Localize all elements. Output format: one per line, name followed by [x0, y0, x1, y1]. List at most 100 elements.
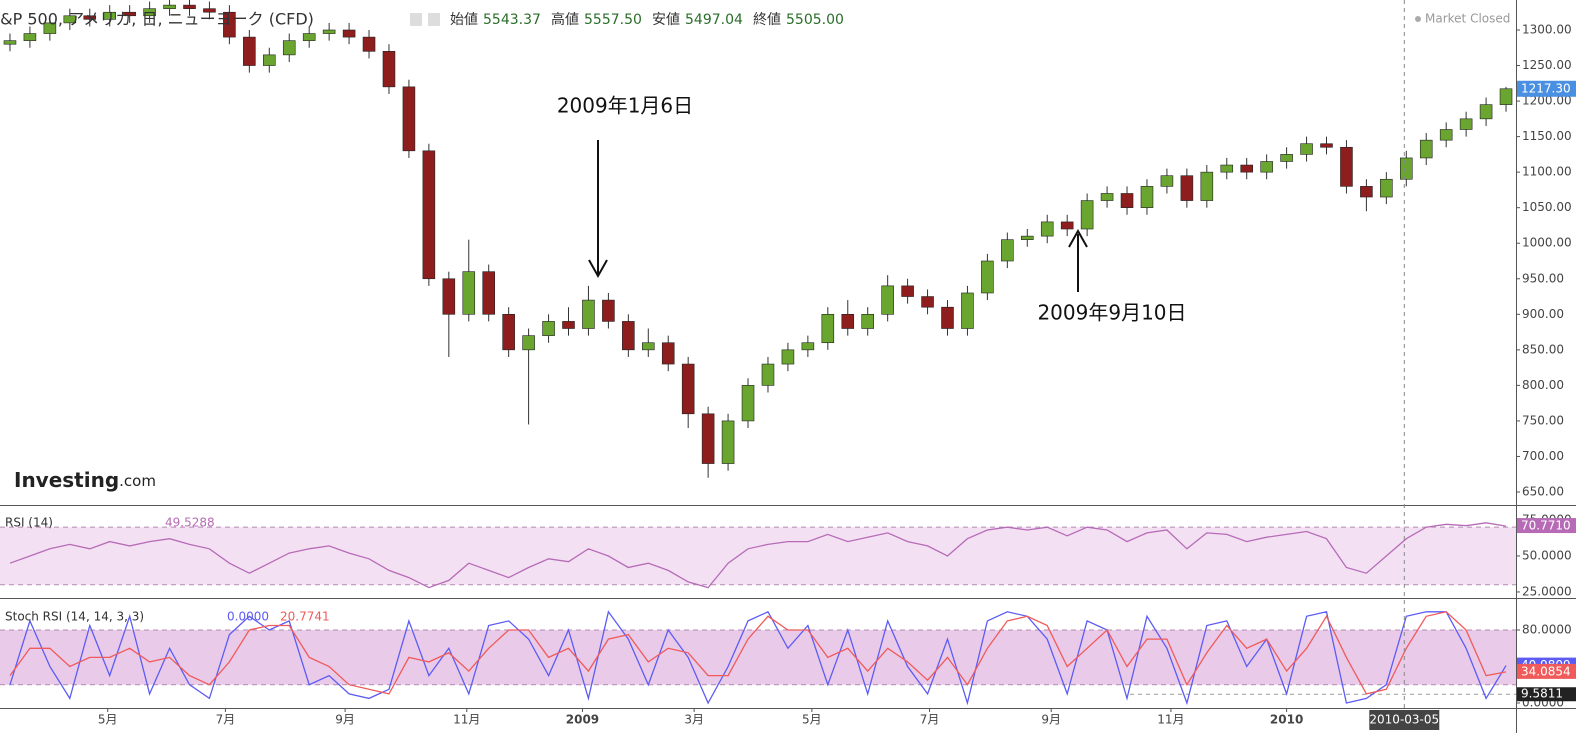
candle-body [1260, 161, 1273, 173]
candle-body [1400, 157, 1413, 180]
logo-main: Investing [14, 468, 119, 492]
candle-body [382, 51, 396, 88]
readouts: 始値 5543.37 高値 5557.50 安値 5497.04 終値 5505.00 [450, 11, 844, 28]
candle-body [183, 4, 196, 9]
annotation: 2009年1月6日 [557, 94, 693, 118]
last-value-label: 70.7710 [1521, 519, 1571, 533]
y-tick-label: 650.00 [1522, 484, 1564, 498]
candle-body [681, 363, 695, 415]
y-tick-label: 1150.00 [1522, 129, 1572, 143]
y-tick-label: 50.0000 [1522, 548, 1572, 562]
candle-body [3, 40, 17, 45]
candle-body [1320, 143, 1333, 148]
candle-body [901, 285, 914, 297]
y-tick-label: 80.0000 [1522, 623, 1572, 637]
candle-body [482, 271, 495, 315]
y-tick-label: 950.00 [1522, 271, 1564, 285]
candle-body [582, 299, 595, 329]
candle-body [841, 314, 855, 329]
logo: Investing.com [14, 468, 156, 492]
readout-label: 高値 [551, 11, 579, 28]
candle-body [322, 29, 336, 34]
candle-body [941, 306, 954, 329]
pane-title: Stoch RSI (14, 14, 3, 3) [5, 610, 144, 624]
candle-body [921, 296, 934, 308]
x-tick-label: 11月 [1157, 713, 1184, 727]
candle-body [282, 40, 296, 56]
candle-body [342, 29, 356, 38]
candle-body [223, 11, 236, 38]
icon [428, 13, 440, 26]
candle-body [203, 8, 216, 13]
candle-body [741, 385, 755, 422]
line [9, 611, 1507, 695]
y-tick-label: 1300.00 [1522, 22, 1572, 36]
crosshair-box [1369, 710, 1440, 730]
candle-body [1001, 239, 1014, 262]
candle-body [243, 36, 256, 66]
candle-body [442, 278, 456, 315]
x-tick-label: 9月 [1041, 713, 1061, 727]
y-tick-label: 700.00 [1522, 449, 1564, 463]
candle-body [661, 342, 675, 365]
candle-body [642, 342, 655, 351]
candle-body [1439, 129, 1453, 141]
pane-title: RSI (14) [5, 516, 53, 530]
candle-body [1419, 139, 1433, 159]
chart-title: S&P 500, アメリカ, 日, ニューヨーク (CFD) [0, 10, 314, 29]
x-tick-label: 5月 [802, 713, 822, 727]
candle-body [881, 285, 894, 315]
candle-body [1220, 164, 1234, 173]
candle-body [1300, 143, 1313, 155]
candle-body [402, 86, 416, 152]
candle-body [1240, 164, 1253, 173]
readout-value: 5557.50 [584, 12, 642, 28]
x-tick-label: 7月 [920, 713, 940, 727]
candle-body [761, 363, 775, 386]
candle-body [1120, 193, 1134, 208]
readout-label: 終値 [753, 12, 781, 28]
y-tick-label: 900.00 [1522, 307, 1564, 321]
y-tick-label: 1250.00 [1522, 58, 1572, 72]
last-value-box [1517, 663, 1576, 679]
candle-body [502, 314, 515, 351]
overlay: 650.00 700.00 750.00 800.00 850.00 900.00 950.… [98, 0, 1576, 730]
last-value-label: 34.0854 [1521, 664, 1571, 678]
candle-body [622, 321, 635, 351]
candle-body [1340, 146, 1353, 187]
marks [0, 0, 1516, 706]
candle-body [801, 342, 815, 351]
candle-body [143, 8, 156, 17]
candle-body [362, 36, 376, 52]
candle-body [1200, 171, 1214, 201]
candle-body [1459, 118, 1473, 130]
y-tick-label: 800.00 [1522, 378, 1564, 392]
status: Market Closed [1425, 12, 1510, 26]
candle-body [1080, 200, 1094, 230]
y-tick-label: 1100.00 [1522, 165, 1572, 179]
line [9, 610, 1507, 706]
candle-body [522, 335, 535, 351]
candle-body [721, 420, 735, 464]
candle-body [1140, 186, 1154, 208]
candle-body [701, 413, 715, 464]
readout-value: 5543.37 [483, 12, 541, 28]
readout-value: 5505.00 [786, 12, 844, 28]
candle-body [43, 22, 57, 34]
candle-body [1360, 186, 1373, 198]
readout-value: 5497.04 [685, 12, 743, 28]
candle-body [1180, 175, 1194, 201]
candle-body [103, 11, 116, 20]
candle-body [562, 321, 575, 329]
marker-box [1517, 687, 1576, 702]
readout-label: 安値 [652, 12, 680, 28]
candle-body [1479, 104, 1493, 120]
arrow-head [588, 259, 608, 279]
last-price-label: 1217.30 [1521, 81, 1571, 95]
candle-body [981, 260, 994, 294]
x-tick-label: 2010 [1270, 713, 1303, 727]
x-tick-label: 7月 [216, 713, 236, 727]
readout-value: 0.0000 [227, 610, 269, 624]
candle-body [821, 314, 835, 344]
